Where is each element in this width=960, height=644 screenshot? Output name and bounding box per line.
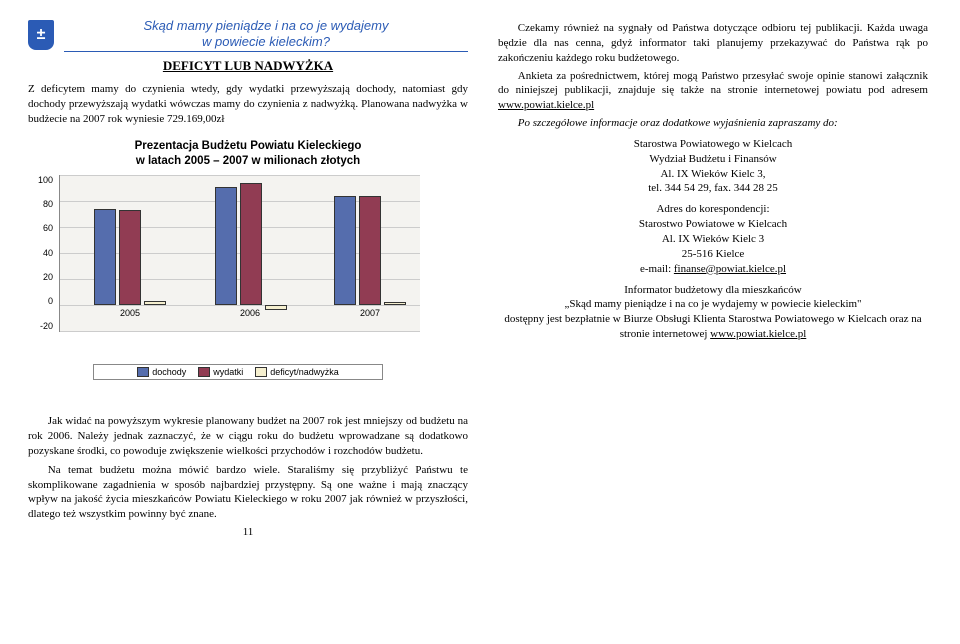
chart-title-line2: w latach 2005 – 2007 w milionach złotych (136, 155, 360, 167)
right-para-2-text: Ankieta za pośrednictwem, której mogą Pa… (498, 70, 928, 97)
left-column: ± Skąd mamy pieniądze i na co je wydajem… (28, 18, 468, 380)
address-block-2: Adres do korespondencji: Starostwo Powia… (498, 202, 928, 276)
addr2-l2: Al. IX Wieków Kielc 3 (498, 232, 928, 247)
email-link[interactable]: finanse@powiat.kielce.pl (674, 263, 786, 275)
banner-line2: w powiecie kieleckim? (202, 34, 330, 49)
right-para-2: Ankieta za pośrednictwem, której mogą Pa… (498, 69, 928, 114)
legend-item: deficyt/nadwyżka (255, 367, 339, 378)
addr2-title: Adres do korespondencji: (498, 202, 928, 217)
chart-title: Prezentacja Budżetu Powiatu Kieleckiego … (28, 139, 468, 169)
addr1-l1: Starostwa Powiatowego w Kielcach (498, 137, 928, 152)
page-number: 11 (28, 526, 468, 538)
addr1-l3: Al. IX Wieków Kielc 3, (498, 167, 928, 182)
bottom-text: Jak widać na powyższym wykresie planowan… (28, 410, 468, 538)
page: ± Skąd mamy pieniądze i na co je wydajem… (0, 0, 960, 550)
addr1-l2: Wydział Budżetu i Finansów (498, 152, 928, 167)
legend-label: deficyt/nadwyżka (270, 367, 339, 377)
info-emphasis: Po szczegółowe informacje oraz dodatkowe… (498, 116, 928, 131)
legend: dochody wydatki deficyt/nadwyżka (93, 364, 383, 381)
legend-item: wydatki (198, 367, 243, 378)
footer-link[interactable]: www.powiat.kielce.pl (710, 328, 806, 340)
legend-item: dochody (137, 367, 186, 378)
deficit-paragraph: Z deficytem mamy do czynienia wtedy, gdy… (28, 82, 468, 127)
footer-l2: „Skąd mamy pieniądze i na co je wydajemy… (498, 297, 928, 312)
banner-line1: Skąd mamy pieniądze i na co je wydajemy (144, 18, 389, 33)
ytick: 80 (43, 199, 53, 209)
website-link[interactable]: www.powiat.kielce.pl (498, 99, 594, 111)
shield-icon: ± (28, 20, 54, 50)
chart-title-line1: Prezentacja Budżetu Powiatu Kieleckiego (135, 140, 362, 152)
ytick: 100 (38, 175, 53, 185)
banner-title: Skąd mamy pieniądze i na co je wydajemy … (64, 18, 468, 52)
ytick: 40 (43, 248, 53, 258)
addr2-l1: Starostwo Powiatowe w Kielcach (498, 217, 928, 232)
legend-label: wydatki (213, 367, 243, 377)
addr2-l4: e-mail: finanse@powiat.kielce.pl (498, 262, 928, 277)
columns: ± Skąd mamy pieniądze i na co je wydajem… (28, 18, 932, 380)
section-title: DEFICYT LUB NADWYŻKA (28, 58, 468, 74)
ytick: 60 (43, 223, 53, 233)
legend-label: dochody (152, 367, 186, 377)
addr2-l3: 25-516 Kielce (498, 247, 928, 262)
bottom-para-1: Jak widać na powyższym wykresie planowan… (28, 414, 468, 459)
plot-area: 200520062007 (59, 175, 420, 332)
ytick: -20 (40, 321, 53, 331)
addr2-l4-prefix: e-mail: (640, 263, 674, 275)
right-column: Czekamy również na sygnały od Państwa do… (498, 18, 928, 380)
footer-l3: dostępny jest bezpłatnie w Biurze Obsług… (498, 312, 928, 342)
address-block-1: Starostwa Powiatowego w Kielcach Wydział… (498, 137, 928, 196)
addr1-l4: tel. 344 54 29, fax. 344 28 25 (498, 181, 928, 196)
footer-l1: Informator budżetowy dla mieszkańców (498, 283, 928, 298)
chart: -20 0 20 40 60 80 100 200520062007 docho… (38, 175, 438, 381)
footer-block: Informator budżetowy dla mieszkańców „Sk… (498, 283, 928, 342)
header-row: ± Skąd mamy pieniądze i na co je wydajem… (28, 18, 468, 52)
ytick: 0 (48, 296, 53, 306)
bottom-para-2: Na temat budżetu można mówić bardzo wiel… (28, 463, 468, 522)
ytick: 20 (43, 272, 53, 282)
right-para-1: Czekamy również na sygnały od Państwa do… (498, 21, 928, 66)
y-axis: -20 0 20 40 60 80 100 (38, 175, 59, 331)
